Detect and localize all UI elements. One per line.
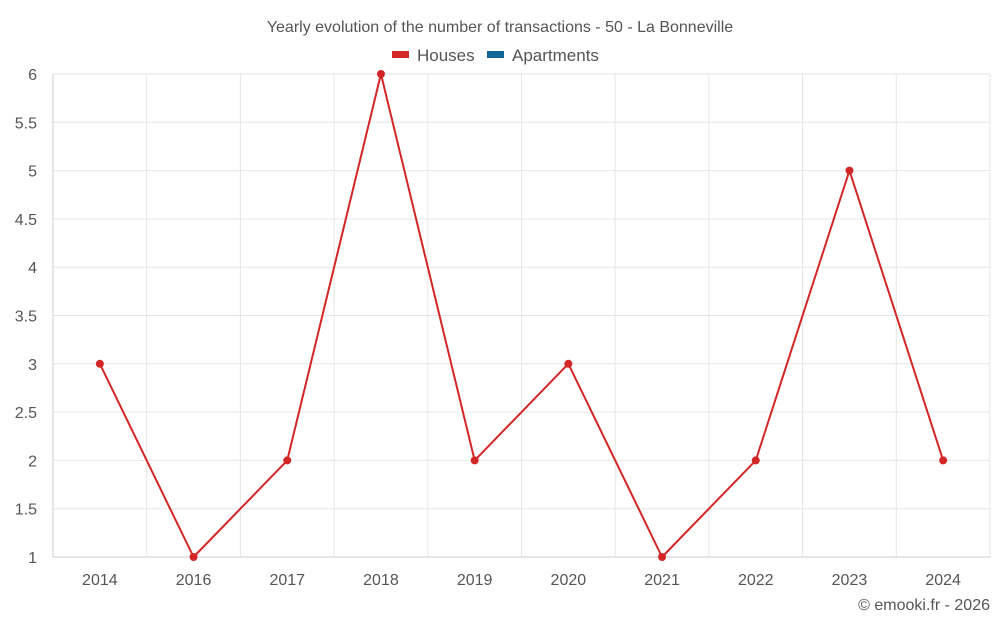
x-tick-label: 2020	[551, 572, 587, 589]
chart-title: Yearly evolution of the number of transa…	[267, 19, 733, 36]
x-tick-label: 2024	[925, 572, 961, 589]
y-tick-label: 6	[28, 67, 37, 84]
x-tick-label: 2016	[176, 572, 212, 589]
y-tick-label: 5	[28, 164, 37, 181]
data-point-houses	[845, 166, 854, 175]
y-tick-label: 4	[28, 260, 37, 277]
x-tick-label: 2021	[644, 572, 680, 589]
x-tick-label: 2023	[832, 572, 868, 589]
legend-label-apartments: Apartments	[512, 46, 599, 65]
legend-swatch-houses	[392, 51, 409, 58]
x-tick-label: 2018	[363, 572, 399, 589]
series-lines	[98, 73, 945, 558]
y-tick-label: 1	[28, 550, 37, 567]
axes	[52, 74, 990, 558]
x-tick-label: 2022	[738, 572, 774, 589]
legend-item-apartments[interactable]: Apartments	[487, 46, 599, 65]
y-tick-label: 3	[28, 357, 37, 374]
y-tick-label: 1.5	[15, 502, 37, 519]
data-point-houses	[658, 553, 667, 561]
data-point-houses	[376, 70, 385, 78]
data-point-houses	[751, 456, 760, 465]
series-line-houses	[98, 73, 945, 558]
legend-label-houses: Houses	[417, 46, 475, 65]
data-point-houses	[283, 456, 292, 465]
legend: Houses Apartments	[392, 46, 599, 65]
data-point-houses	[470, 456, 479, 465]
data-point-houses	[189, 553, 198, 561]
credit-text: © emooki.fr - 2026	[858, 597, 990, 614]
legend-item-houses[interactable]: Houses	[392, 46, 475, 65]
y-axis-tick-labels: 1 1.5 2 2.5 3 3.5 4 4.5 5 5.5 6	[15, 67, 37, 567]
y-tick-label: 3.5	[15, 309, 37, 326]
x-axis-tick-labels: 2014 2016 2017 2018 2019 2020 2021 2022 2023 2024	[82, 572, 961, 589]
legend-swatch-apartments	[487, 51, 504, 58]
data-point-houses	[564, 359, 573, 368]
y-tick-label: 2.5	[15, 405, 37, 422]
series-points	[95, 70, 948, 561]
data-point-houses	[95, 359, 104, 368]
x-tick-label: 2017	[269, 572, 305, 589]
x-tick-label: 2019	[457, 572, 493, 589]
data-point-houses	[939, 456, 948, 465]
y-tick-label: 4.5	[15, 212, 37, 229]
x-tick-label: 2014	[82, 572, 118, 589]
y-tick-label: 5.5	[15, 115, 37, 132]
y-tick-label: 2	[28, 453, 37, 470]
